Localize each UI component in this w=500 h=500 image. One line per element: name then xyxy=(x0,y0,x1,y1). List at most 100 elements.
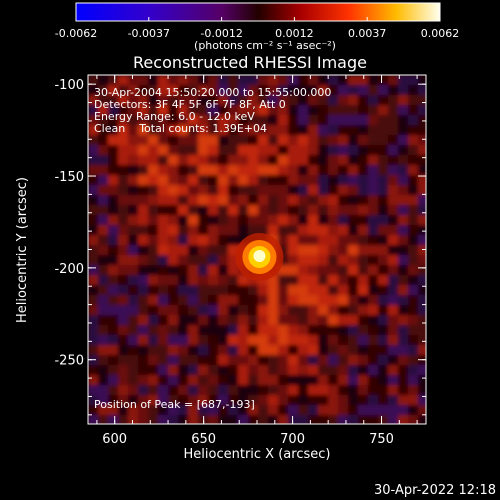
image-pixel xyxy=(188,185,199,196)
image-pixel xyxy=(398,395,409,406)
image-pixel xyxy=(198,185,209,196)
image-pixel xyxy=(298,245,309,256)
image-pixel xyxy=(158,365,169,376)
image-pixel xyxy=(278,375,289,386)
image-pixel xyxy=(228,405,239,416)
image-pixel xyxy=(218,325,229,336)
image-pixel xyxy=(218,235,229,246)
info-line-detectors: Detectors: 3F 4F 5F 6F 7F 8F, Att 0 xyxy=(94,98,286,111)
image-pixel xyxy=(198,225,209,236)
image-pixel xyxy=(188,235,199,246)
image-pixel xyxy=(338,385,349,396)
image-pixel xyxy=(248,335,259,346)
image-pixel xyxy=(338,415,349,424)
colorbar-gradient xyxy=(76,3,440,21)
image-pixel xyxy=(358,265,369,276)
image-pixel xyxy=(368,145,379,156)
image-pixel xyxy=(348,75,359,86)
image-pixel xyxy=(228,315,239,326)
image-pixel xyxy=(418,215,426,226)
image-pixel xyxy=(248,185,259,196)
image-pixel xyxy=(288,385,299,396)
image-pixel xyxy=(278,95,289,106)
image-pixel xyxy=(208,355,219,366)
image-pixel xyxy=(198,255,209,266)
image-pixel xyxy=(128,205,139,216)
image-pixel xyxy=(158,265,169,276)
image-pixel xyxy=(208,265,219,276)
image-pixel xyxy=(178,175,189,186)
image-pixel xyxy=(148,405,159,416)
image-pixel xyxy=(178,85,189,96)
image-pixel xyxy=(178,395,189,406)
image-pixel xyxy=(288,275,299,286)
image-pixel xyxy=(168,75,179,86)
image-pixel xyxy=(178,225,189,236)
image-pixel xyxy=(318,355,329,366)
image-pixel xyxy=(248,305,259,316)
image-pixel xyxy=(258,415,269,424)
image-pixel xyxy=(298,135,309,146)
image-pixel xyxy=(98,395,109,406)
image-pixel xyxy=(108,75,119,86)
image-pixel xyxy=(208,245,219,256)
image-pixel xyxy=(348,195,359,206)
image-pixel xyxy=(188,195,199,206)
image-pixel xyxy=(188,415,199,424)
image-pixel xyxy=(218,215,229,226)
image-pixel xyxy=(88,255,99,266)
image-pixel xyxy=(348,205,359,216)
image-pixel xyxy=(138,315,149,326)
image-pixel xyxy=(168,175,179,186)
image-pixel xyxy=(158,405,169,416)
image-pixel xyxy=(348,155,359,166)
image-pixel xyxy=(318,95,329,106)
image-pixel xyxy=(268,355,279,366)
image-pixel xyxy=(128,85,139,96)
image-pixel xyxy=(368,415,379,424)
image-pixel xyxy=(88,125,99,136)
image-pixel xyxy=(328,255,339,266)
image-pixel xyxy=(298,415,309,424)
image-pixel xyxy=(328,305,339,316)
image-pixel xyxy=(138,155,149,166)
image-pixel xyxy=(128,355,139,366)
image-pixel xyxy=(248,415,259,424)
image-pixel xyxy=(88,105,99,116)
image-pixel xyxy=(148,385,159,396)
image-pixel xyxy=(288,195,299,206)
image-pixel xyxy=(388,315,399,326)
image-pixel xyxy=(298,195,309,206)
image-pixel xyxy=(268,375,279,386)
image-pixel xyxy=(188,295,199,306)
image-pixel xyxy=(128,235,139,246)
image-pixel xyxy=(398,335,409,346)
image-pixel xyxy=(298,355,309,366)
image-pixel xyxy=(178,285,189,296)
image-pixel xyxy=(378,325,389,336)
image-pixel xyxy=(268,295,279,306)
image-pixel xyxy=(188,95,199,106)
image-pixel xyxy=(298,275,309,286)
image-pixel xyxy=(268,285,279,296)
image-pixel xyxy=(218,305,229,316)
image-pixel xyxy=(338,275,349,286)
image-pixel xyxy=(238,105,249,116)
image-pixel xyxy=(108,135,119,146)
image-pixel xyxy=(88,155,99,166)
image-pixel xyxy=(308,135,319,146)
image-pixel xyxy=(138,175,149,186)
image-pixel xyxy=(148,85,159,96)
image-pixel xyxy=(218,395,229,406)
image-pixel xyxy=(408,345,419,356)
image-pixel xyxy=(278,365,289,376)
image-pixel xyxy=(138,385,149,396)
image-pixel xyxy=(98,365,109,376)
image-pixel xyxy=(218,185,229,196)
image-pixel xyxy=(178,405,189,416)
image-pixel xyxy=(178,335,189,346)
image-pixel xyxy=(98,95,109,106)
image-pixel xyxy=(238,335,249,346)
image-pixel xyxy=(188,365,199,376)
image-pixel xyxy=(278,155,289,166)
